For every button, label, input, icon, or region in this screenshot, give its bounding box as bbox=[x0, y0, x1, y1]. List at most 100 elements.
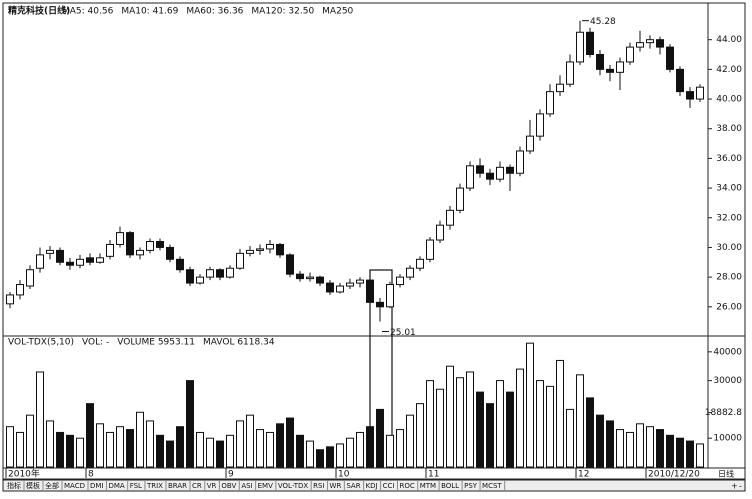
volume-bar bbox=[156, 434, 164, 468]
volume-bar bbox=[466, 371, 474, 468]
candle-body bbox=[386, 284, 394, 308]
tab[interactable]: SAR bbox=[346, 482, 360, 490]
volume-bar bbox=[36, 371, 44, 468]
tab[interactable]: RSI bbox=[313, 482, 324, 490]
candle-body bbox=[206, 269, 214, 278]
candle-body bbox=[296, 273, 304, 280]
tab[interactable]: KDJ bbox=[366, 482, 378, 490]
candle-body bbox=[396, 276, 404, 286]
volume-bar bbox=[136, 411, 144, 468]
candle-body bbox=[286, 254, 294, 275]
tab[interactable]: MCST bbox=[482, 482, 502, 490]
y-tick-label: 26.00 bbox=[716, 302, 742, 312]
volume-bar bbox=[696, 443, 704, 468]
tab[interactable]: 指标 bbox=[7, 481, 21, 490]
volume-bar bbox=[96, 423, 104, 468]
tab[interactable]: ROC bbox=[399, 482, 414, 490]
tab[interactable]: ASI bbox=[241, 482, 252, 490]
tab[interactable]: BOLL bbox=[441, 482, 459, 490]
volume-bar bbox=[116, 426, 124, 468]
x-tick-label: 10 bbox=[338, 470, 350, 480]
y-tick-label: 38.00 bbox=[716, 124, 742, 134]
volume-bar bbox=[626, 431, 634, 468]
y-tick-label: 10000 bbox=[713, 434, 742, 444]
candle-body bbox=[636, 42, 644, 48]
volume-bar bbox=[646, 426, 654, 468]
tab[interactable]: CCI bbox=[383, 482, 395, 490]
candle-body bbox=[346, 282, 354, 287]
volume-bar bbox=[256, 429, 264, 468]
candle-body bbox=[86, 257, 94, 263]
x-tick-label: 2010/12/20 bbox=[648, 470, 700, 480]
candle-body bbox=[676, 68, 684, 93]
candle-body bbox=[326, 282, 334, 293]
volume-bar bbox=[386, 434, 394, 468]
toolbar-button[interactable]: + bbox=[731, 482, 738, 491]
candle-body bbox=[116, 232, 124, 245]
volume-bar bbox=[126, 429, 134, 468]
volume-bar bbox=[106, 431, 114, 468]
volume-bar bbox=[86, 403, 94, 468]
volume-bar bbox=[476, 391, 484, 468]
volume-bar bbox=[636, 423, 644, 468]
tab[interactable]: VR bbox=[207, 482, 217, 490]
legend-entry: MA5: 40.56 bbox=[62, 7, 114, 17]
candle-body bbox=[416, 258, 424, 269]
candle-body bbox=[126, 232, 134, 256]
candle-body bbox=[696, 86, 704, 100]
candle-body bbox=[166, 246, 174, 260]
volume-bar bbox=[616, 429, 624, 468]
tab[interactable]: 全部 bbox=[45, 481, 59, 490]
candle-body bbox=[256, 248, 264, 251]
legend-entry: VOLUME 5953.11 bbox=[117, 338, 195, 348]
candle-body bbox=[186, 269, 194, 284]
tab[interactable]: DMI bbox=[90, 482, 104, 490]
candle-body bbox=[476, 165, 484, 174]
candle-body bbox=[576, 31, 584, 63]
volume-bar bbox=[196, 431, 204, 468]
volume-bar bbox=[246, 414, 254, 468]
tab[interactable]: MTM bbox=[420, 482, 436, 490]
toolbar-button[interactable]: 日线 bbox=[718, 469, 734, 479]
tab[interactable]: 模板 bbox=[26, 481, 40, 490]
candle-body bbox=[506, 166, 514, 174]
annotation: 25.01 bbox=[390, 328, 416, 338]
candle-body bbox=[666, 46, 674, 70]
volume-bar bbox=[566, 408, 574, 468]
volume-bar bbox=[266, 431, 274, 468]
candle-body bbox=[376, 301, 384, 308]
volume-bar bbox=[306, 440, 314, 468]
volume-bar bbox=[456, 377, 464, 468]
tab[interactable]: PSY bbox=[464, 482, 478, 490]
tab[interactable]: VOL-TDX bbox=[278, 482, 309, 490]
volume-bar bbox=[446, 365, 454, 468]
tab[interactable]: OBV bbox=[221, 482, 236, 490]
x-tick-label: 8 bbox=[88, 470, 94, 480]
volume-bar bbox=[426, 380, 434, 468]
tab[interactable]: CR bbox=[192, 482, 202, 490]
candle-body bbox=[196, 276, 204, 284]
volume-bar bbox=[536, 380, 544, 468]
tab[interactable]: BRAR bbox=[168, 482, 187, 490]
volume-bar bbox=[186, 380, 194, 468]
tab[interactable]: EMV bbox=[258, 482, 273, 490]
candle-body bbox=[486, 172, 494, 180]
y-tick-label: 28.00 bbox=[716, 273, 742, 283]
candle-body bbox=[246, 249, 254, 254]
y-tick-label: 30000 bbox=[713, 376, 742, 386]
x-tick-label: 12 bbox=[578, 470, 589, 480]
tab[interactable]: DMA bbox=[108, 482, 124, 490]
toolbar-button[interactable]: - bbox=[739, 482, 742, 491]
candle-body bbox=[26, 269, 34, 287]
tab[interactable]: WR bbox=[330, 482, 342, 490]
tab[interactable]: TRIX bbox=[146, 482, 163, 490]
candle-body bbox=[556, 83, 564, 93]
volume-bar bbox=[376, 408, 384, 468]
candle-body bbox=[316, 276, 324, 284]
volume-bar bbox=[56, 431, 64, 468]
tab[interactable]: FSL bbox=[130, 482, 142, 490]
candle-body bbox=[36, 254, 44, 269]
tab[interactable]: MACD bbox=[64, 482, 85, 490]
volume-bar bbox=[586, 397, 594, 468]
